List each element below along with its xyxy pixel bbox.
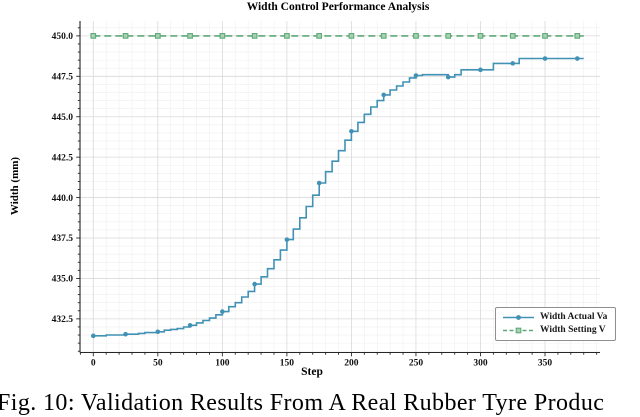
legend-line-actual-icon <box>503 315 534 320</box>
svg-text:440.0: 440.0 <box>52 194 74 204</box>
svg-text:50: 50 <box>153 359 163 369</box>
legend-item-width-setting: Width Setting V <box>502 325 607 336</box>
figure-caption: Fig. 10: Validation Results From A Real … <box>0 390 605 416</box>
legend-label-width-actual: Width Actual Va <box>540 312 608 322</box>
svg-text:445.0: 445.0 <box>52 113 74 123</box>
svg-text:435.0: 435.0 <box>52 275 74 285</box>
svg-text:447.5: 447.5 <box>52 73 74 83</box>
svg-text:432.5: 432.5 <box>52 315 74 325</box>
svg-text:250: 250 <box>409 359 424 369</box>
svg-text:100: 100 <box>215 359 230 369</box>
svg-text:442.5: 442.5 <box>52 153 74 163</box>
svg-text:0: 0 <box>91 359 96 369</box>
legend-label-width-setting: Width Setting V <box>540 325 606 335</box>
svg-text:150: 150 <box>280 359 295 369</box>
series-markers-width-actual-va <box>90 56 580 339</box>
chart-figure: Width Control Performance Analysis Width… <box>9 1 617 378</box>
x-axis-label: Step <box>301 366 323 378</box>
legend: Width Actual Va Width Setting V <box>495 307 617 341</box>
chart-title: Width Control Performance Analysis <box>246 1 430 13</box>
svg-text:437.5: 437.5 <box>52 234 74 244</box>
series-markers-width-setting-v <box>90 33 581 39</box>
y-axis-label: Width (mm) <box>9 156 21 216</box>
legend-item-width-actual: Width Actual Va <box>502 312 607 323</box>
svg-text:300: 300 <box>473 359 488 369</box>
tick-labels: 0 50 100 150 200 250 300 350 432.5 435.0 437.5 440.… <box>52 32 553 368</box>
axis-ticks <box>76 27 598 357</box>
svg-text:450.0: 450.0 <box>52 32 74 42</box>
legend-line-setting-icon <box>503 327 534 334</box>
series-line-width-actual-va <box>93 57 584 337</box>
svg-text:350: 350 <box>538 359 553 369</box>
svg-text:200: 200 <box>344 359 359 369</box>
